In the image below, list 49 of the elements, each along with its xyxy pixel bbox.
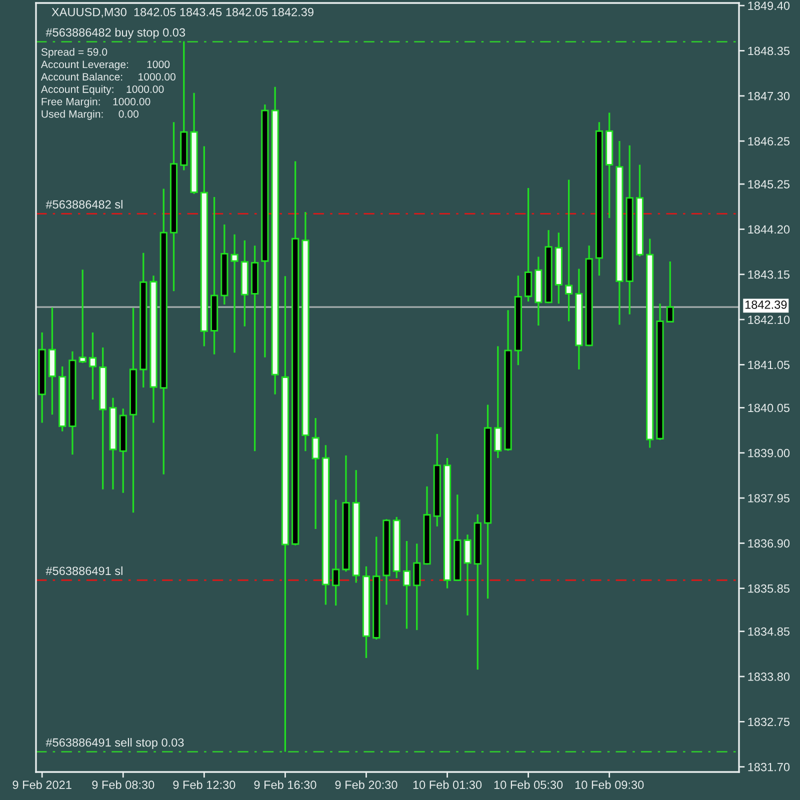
y-tick-label: 1842.10 [748, 316, 790, 324]
ref-line-label: 1842.39 [745, 300, 787, 309]
candlestick [464, 534, 472, 616]
x-tick-label: 9 Feb 12:30 [173, 780, 236, 790]
y-tick-label: 1840.05 [748, 404, 790, 412]
annotation: Account Balance: 1000.00 [40, 72, 176, 81]
y-tick-label: 1839.00 [748, 448, 790, 458]
candlestick [78, 268, 86, 364]
annotation: Free Margin: 1000.00 [42, 98, 150, 108]
y-tick-label: 1847.30 [748, 92, 790, 100]
candlestick [494, 345, 502, 459]
ref-line-label: #563886482 sl [46, 200, 122, 209]
annotation: Spread = 59.0 [41, 48, 108, 58]
y-tick-label: 1832.75 [748, 718, 790, 726]
y-tick-label: 1834.85 [748, 627, 790, 636]
y-tick-label: 1844.20 [748, 225, 790, 234]
annotation: Used Margin: 0.00 [42, 110, 138, 120]
candlestick [312, 417, 320, 530]
x-tick-label: 10 Feb 01:30 [413, 780, 482, 790]
x-tick-label: 9 Feb 20:30 [335, 780, 398, 790]
x-tick-label: 10 Feb 09:30 [575, 780, 644, 790]
x-tick-label: 10 Feb 05:30 [494, 780, 563, 790]
ref-line-label: #563886491 sell stop 0.03 [46, 738, 184, 750]
y-tick-label: 1849.40 [748, 2, 790, 10]
ref-line-label: #563886482 buy stop 0.03 [46, 28, 186, 39]
y-tick-label: 1848.35 [748, 46, 790, 56]
candlestick [332, 498, 340, 606]
x-tick-label: 9 Feb 2021 [12, 780, 72, 790]
annotation: Account Leverage: 1000 [40, 60, 170, 70]
y-tick-label: 1835.85 [748, 584, 790, 593]
y-tick-label: 1843.15 [748, 270, 790, 279]
candlestick [666, 260, 674, 323]
candlestick [565, 178, 573, 322]
y-tick-label: 1836.90 [748, 539, 790, 548]
x-tick-label: 9 Feb 08:30 [92, 780, 154, 790]
y-tick-label: 1831.70 [748, 762, 790, 772]
y-tick-label: 1833.80 [748, 672, 790, 681]
y-tick-label: 1837.95 [748, 494, 790, 502]
annotation: Account Equity: 1000.00 [40, 85, 164, 96]
y-tick-label: 1841.05 [748, 360, 790, 370]
y-tick-label: 1845.25 [748, 180, 790, 188]
x-tick-label: 9 Feb 16:30 [254, 780, 316, 790]
candlestick [88, 332, 97, 400]
candlestick [402, 540, 411, 630]
y-tick-label: 1846.25 [748, 137, 790, 146]
ref-line-label: #563886491 sl [46, 566, 122, 576]
candlestick [413, 542, 421, 631]
candlestick [230, 234, 238, 354]
chart-title: XAUUSD,M30 1842.05 1843.45 1842.05 1842.39 [52, 8, 314, 18]
